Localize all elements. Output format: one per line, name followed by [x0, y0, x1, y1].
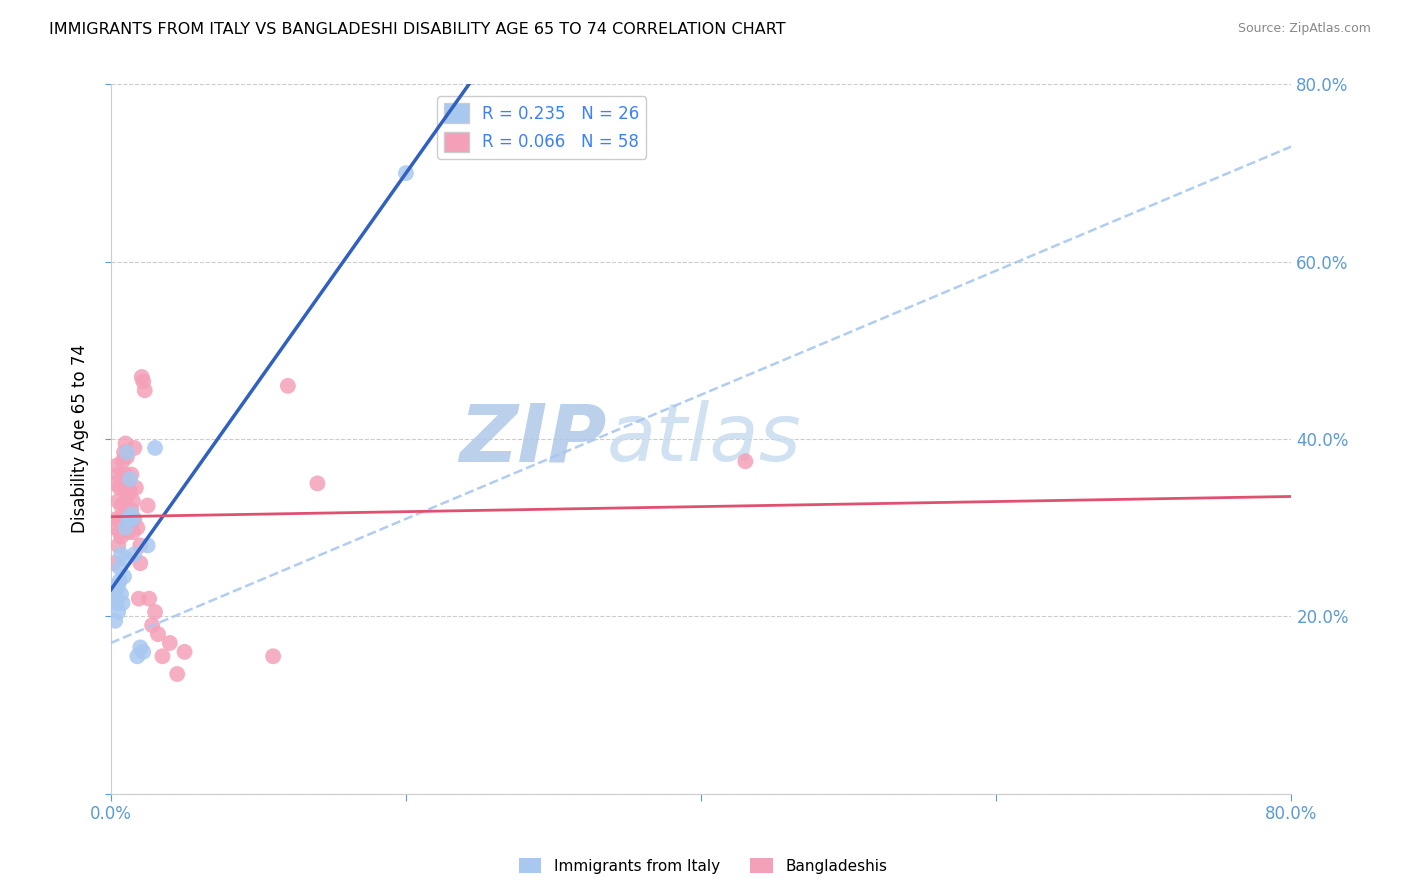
Point — [129, 538, 152, 552]
Point — [146, 627, 169, 641]
Point — [114, 512, 136, 526]
Point — [107, 467, 129, 482]
Point — [136, 499, 159, 513]
Point — [122, 525, 145, 540]
Point — [124, 441, 146, 455]
Point — [124, 512, 146, 526]
Text: atlas: atlas — [606, 400, 801, 478]
Point — [131, 370, 153, 384]
Point — [105, 458, 128, 473]
Point — [114, 551, 136, 566]
Point — [117, 508, 139, 522]
Point — [111, 596, 134, 610]
Point — [128, 591, 150, 606]
Point — [108, 512, 131, 526]
Point — [136, 538, 159, 552]
Point — [103, 591, 125, 606]
Point — [120, 508, 142, 522]
Point — [129, 556, 152, 570]
Point — [114, 494, 136, 508]
Y-axis label: Disability Age 65 to 74: Disability Age 65 to 74 — [72, 344, 89, 533]
Point — [107, 538, 129, 552]
Point — [120, 503, 142, 517]
Point — [107, 605, 129, 619]
Point — [152, 649, 174, 664]
Point — [111, 454, 134, 468]
Point — [127, 521, 149, 535]
Point — [159, 636, 181, 650]
Point — [105, 596, 128, 610]
Point — [134, 384, 156, 398]
Point — [122, 494, 145, 508]
Point — [127, 649, 149, 664]
Point — [118, 472, 141, 486]
Point — [105, 512, 128, 526]
Point — [138, 591, 160, 606]
Point — [129, 640, 152, 655]
Point — [132, 375, 155, 389]
Point — [115, 476, 138, 491]
Legend: R = 0.235   N = 26, R = 0.066   N = 58: R = 0.235 N = 26, R = 0.066 N = 58 — [437, 96, 647, 159]
Text: ZIP: ZIP — [460, 400, 606, 478]
Point — [115, 445, 138, 459]
Point — [108, 481, 131, 495]
Point — [110, 530, 132, 544]
Legend: Immigrants from Italy, Bangladeshis: Immigrants from Italy, Bangladeshis — [512, 852, 894, 880]
Point — [107, 494, 129, 508]
Point — [117, 525, 139, 540]
Point — [114, 436, 136, 450]
Point — [111, 481, 134, 495]
Point — [166, 667, 188, 681]
Point — [107, 578, 129, 592]
Point — [104, 521, 127, 535]
Point — [395, 166, 418, 180]
Point — [125, 481, 148, 495]
Point — [108, 574, 131, 588]
Point — [307, 476, 329, 491]
Point — [112, 472, 135, 486]
Point — [112, 508, 135, 522]
Point — [110, 472, 132, 486]
Point — [118, 516, 141, 531]
Point — [734, 454, 756, 468]
Point — [117, 481, 139, 495]
Point — [117, 512, 139, 526]
Point — [124, 547, 146, 561]
Point — [112, 569, 135, 583]
Point — [173, 645, 195, 659]
Text: IMMIGRANTS FROM ITALY VS BANGLADESHI DISABILITY AGE 65 TO 74 CORRELATION CHART: IMMIGRANTS FROM ITALY VS BANGLADESHI DIS… — [49, 22, 786, 37]
Point — [111, 516, 134, 531]
Point — [114, 467, 136, 482]
Point — [114, 521, 136, 535]
Text: Source: ZipAtlas.com: Source: ZipAtlas.com — [1237, 22, 1371, 36]
Point — [115, 450, 138, 464]
Point — [110, 587, 132, 601]
Point — [141, 618, 163, 632]
Point — [143, 605, 166, 619]
Point — [110, 547, 132, 561]
Point — [104, 614, 127, 628]
Point — [120, 467, 142, 482]
Point — [277, 379, 299, 393]
Point — [108, 525, 131, 540]
Point — [122, 512, 145, 526]
Point — [110, 499, 132, 513]
Point — [143, 441, 166, 455]
Point — [118, 485, 141, 500]
Point — [104, 476, 127, 491]
Point — [108, 560, 131, 574]
Point — [262, 649, 284, 664]
Point — [132, 645, 155, 659]
Point — [112, 445, 135, 459]
Point — [103, 556, 125, 570]
Point — [105, 582, 128, 597]
